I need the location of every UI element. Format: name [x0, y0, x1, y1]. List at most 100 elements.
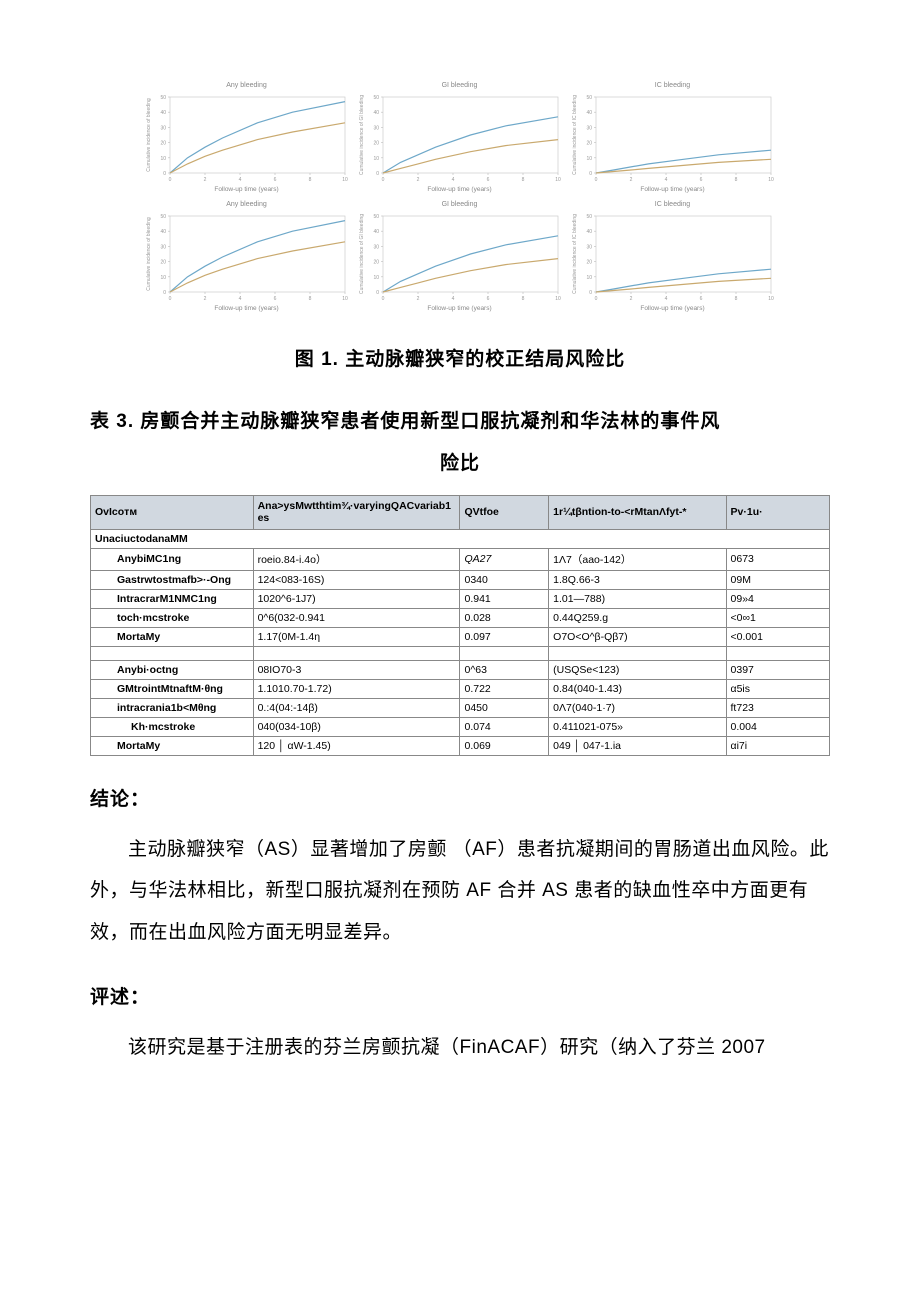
table-spacer-cell [726, 646, 829, 660]
table-row: GMtrointMtnaftM·θng1.1010.70-1.72)0.7220… [91, 679, 830, 698]
table-cell: 0.411021-075» [549, 717, 726, 736]
table-cell: 1.1010.70-1.72) [253, 679, 460, 698]
svg-text:50: 50 [373, 214, 379, 220]
svg-text:20: 20 [373, 141, 379, 147]
table-cell: Kh·mcstroke [91, 717, 254, 736]
figure-panel: Any bleeding024681001020304050Cumulative… [140, 80, 780, 314]
svg-text:50: 50 [160, 214, 166, 220]
table-cell: 09»4 [726, 589, 829, 608]
svg-text:40: 40 [160, 229, 166, 235]
chart-xlabel: Follow-up time (years) [568, 305, 777, 312]
svg-text:6: 6 [700, 296, 703, 302]
chart-title: GI bleeding [355, 82, 564, 89]
chart-svg: 024681001020304050Cumulative incidence o… [142, 91, 351, 186]
svg-text:10: 10 [768, 177, 774, 183]
table-row: intracrania1b<Mθng0.:4(04:-14β)04500Λ7(0… [91, 698, 830, 717]
chart-cell: IC bleeding024681001020304050Cumulative … [566, 199, 779, 314]
chart-title: Any bleeding [142, 82, 351, 89]
svg-text:30: 30 [160, 125, 166, 131]
table-caption-line2: 险比 [90, 443, 830, 485]
svg-text:10: 10 [373, 156, 379, 162]
svg-text:Cumulative incidence of GI ble: Cumulative incidence of GI bleeding [359, 214, 365, 294]
table-spacer-cell [91, 646, 254, 660]
table-cell: ft723 [726, 698, 829, 717]
table-cell: 1.8Q.66-3 [549, 570, 726, 589]
svg-text:Cumulative incidence of GI ble: Cumulative incidence of GI bleeding [359, 95, 365, 175]
svg-text:2: 2 [630, 177, 633, 183]
table-spacer-cell [253, 646, 460, 660]
table-cell: 0397 [726, 660, 829, 679]
table-cell: 1020^6-1J7) [253, 589, 460, 608]
table-spacer-cell [460, 646, 549, 660]
table-cell: 0.:4(04:-14β) [253, 698, 460, 717]
svg-text:10: 10 [555, 296, 561, 302]
svg-text:50: 50 [586, 95, 592, 101]
chart-title: GI bleeding [355, 201, 564, 208]
table-cell: 0.004 [726, 717, 829, 736]
table-cell: 0^6(032-0.941 [253, 608, 460, 627]
table-cell: 0450 [460, 698, 549, 717]
table-cell: 040(034-10β) [253, 717, 460, 736]
svg-text:20: 20 [586, 141, 592, 147]
table-cell: α5is [726, 679, 829, 698]
table-cell: 124<083-16S) [253, 570, 460, 589]
svg-text:6: 6 [700, 177, 703, 183]
svg-text:0: 0 [163, 171, 166, 177]
table-row: IntracrarM1NMC1ng1020^6-1J7)0.9411.01—78… [91, 589, 830, 608]
chart-xlabel: Follow-up time (years) [568, 186, 777, 193]
results-table: OvIcoтмAna>ysMwtthtim¾·varyingQACvariab1… [90, 495, 830, 756]
svg-text:40: 40 [586, 229, 592, 235]
chart-svg: 024681001020304050Cumulative incidence o… [568, 91, 777, 186]
table-cell: 0.722 [460, 679, 549, 698]
svg-text:20: 20 [160, 260, 166, 266]
table-cell: 0.074 [460, 717, 549, 736]
svg-text:0: 0 [595, 177, 598, 183]
svg-text:6: 6 [274, 177, 277, 183]
table-cell: 1.17(0M-1.4η [253, 627, 460, 646]
svg-text:30: 30 [373, 125, 379, 131]
conclusion-paragraph: 主动脉瓣狭窄（AS）显著增加了房颤 （AF）患者抗凝期间的胃肠道出血风险。此外，… [90, 829, 830, 954]
svg-text:10: 10 [160, 156, 166, 162]
chart-xlabel: Follow-up time (years) [142, 186, 351, 193]
svg-text:20: 20 [373, 260, 379, 266]
svg-text:30: 30 [586, 244, 592, 250]
page: Any bleeding024681001020304050Cumulative… [0, 0, 920, 1117]
svg-text:2: 2 [204, 177, 207, 183]
chart-svg: 024681001020304050Cumulative incidence o… [355, 91, 564, 186]
table-header-cell: OvIcoтм [91, 495, 254, 529]
svg-text:6: 6 [487, 177, 490, 183]
svg-text:0: 0 [382, 177, 385, 183]
svg-text:4: 4 [239, 296, 242, 302]
table-row: Anybi·octng08IO70-30^63(USQSe<123)0397 [91, 660, 830, 679]
chart-title: Any bleeding [142, 201, 351, 208]
table-cell: 09M [726, 570, 829, 589]
svg-text:0: 0 [169, 296, 172, 302]
chart-row: Any bleeding024681001020304050Cumulative… [140, 80, 780, 195]
svg-text:0: 0 [589, 290, 592, 296]
table-cell: 0Λ7(040-1·7) [549, 698, 726, 717]
svg-text:10: 10 [768, 296, 774, 302]
chart-svg: 024681001020304050Cumulative incidence o… [568, 210, 777, 305]
table-spacer-cell [549, 646, 726, 660]
table-body: UnaciuctodanaMMAnybiMC1ngroeio.84-i.4o）Q… [91, 529, 830, 755]
svg-text:2: 2 [204, 296, 207, 302]
svg-text:10: 10 [342, 296, 348, 302]
svg-text:4: 4 [452, 177, 455, 183]
table-header-cell: 1r¼tβntion-to-<rMtanΛfyt-* [549, 495, 726, 529]
table-cell: 08IO70-3 [253, 660, 460, 679]
table-cell: O7O<O^β-Qβ7) [549, 627, 726, 646]
table-cell: 0.44Q259.g [549, 608, 726, 627]
table-spacer-row [91, 646, 830, 660]
table-cell: 0.069 [460, 736, 549, 755]
table-header-cell: Pv·1u· [726, 495, 829, 529]
svg-text:10: 10 [586, 275, 592, 281]
svg-text:8: 8 [309, 177, 312, 183]
table-cell: <0.001 [726, 627, 829, 646]
table-cell: roeio.84-i.4o） [253, 548, 460, 570]
svg-text:40: 40 [160, 110, 166, 116]
svg-text:30: 30 [373, 244, 379, 250]
chart-title: IC bleeding [568, 201, 777, 208]
svg-text:0: 0 [382, 296, 385, 302]
table-cell: αi7i [726, 736, 829, 755]
svg-text:0: 0 [169, 177, 172, 183]
